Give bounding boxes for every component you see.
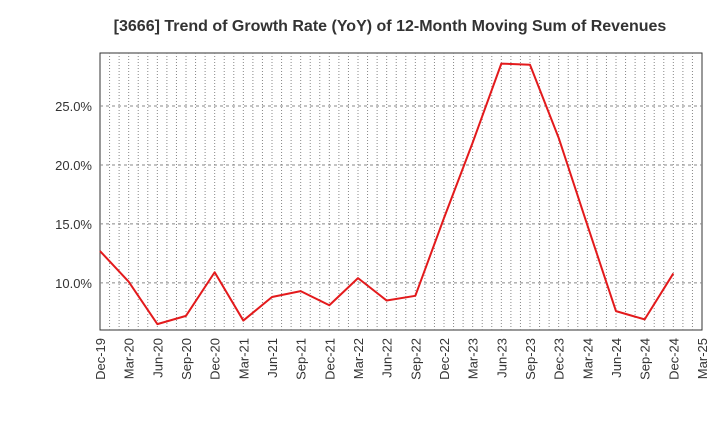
x-tick-label: Sep-23	[523, 338, 538, 380]
y-tick-label: 10.0%	[55, 276, 92, 291]
x-tick-label: Sep-20	[179, 338, 194, 380]
x-tick-label: Dec-22	[437, 338, 452, 380]
x-tick-label: Mar-23	[466, 338, 481, 379]
x-tick-label: Jun-21	[265, 338, 280, 378]
x-tick-label: Mar-24	[580, 338, 595, 379]
x-tick-label: Jun-20	[150, 338, 165, 378]
x-tick-label: Mar-20	[122, 338, 137, 379]
y-tick-label: 15.0%	[55, 217, 92, 232]
x-tick-label: Dec-24	[666, 338, 681, 380]
series-layer	[99, 62, 675, 326]
grid	[100, 53, 702, 330]
x-tick-label: Dec-20	[208, 338, 223, 380]
series-line	[99, 62, 675, 326]
x-tick-label: Mar-25	[695, 338, 710, 379]
x-tick-label: Mar-22	[351, 338, 366, 379]
x-tick-label: Sep-24	[638, 338, 653, 380]
x-tick-label: Jun-23	[494, 338, 509, 378]
x-tick-label: Dec-21	[322, 338, 337, 380]
x-tick-label: Jun-24	[609, 338, 624, 378]
x-tick-label: Mar-21	[236, 338, 251, 379]
plot-area	[99, 52, 703, 331]
x-tick-label: Dec-19	[93, 338, 108, 380]
y-axis: 10.0% 15.0% 20.0% 25.0%	[55, 99, 92, 291]
x-tick-label: Jun-22	[380, 338, 395, 378]
x-tick-label: Sep-22	[408, 338, 423, 380]
y-tick-label: 20.0%	[55, 158, 92, 173]
x-axis: Dec-19 Mar-20 Jun-20 Sep-20 Dec-20 Mar-21 Jun-…	[93, 338, 710, 380]
x-tick-label: Dec-23	[552, 338, 567, 380]
chart-title: [3666] Trend of Growth Rate (YoY) of 12-…	[114, 18, 667, 35]
y-tick-label: 25.0%	[55, 99, 92, 114]
x-tick-label: Sep-21	[294, 338, 309, 380]
